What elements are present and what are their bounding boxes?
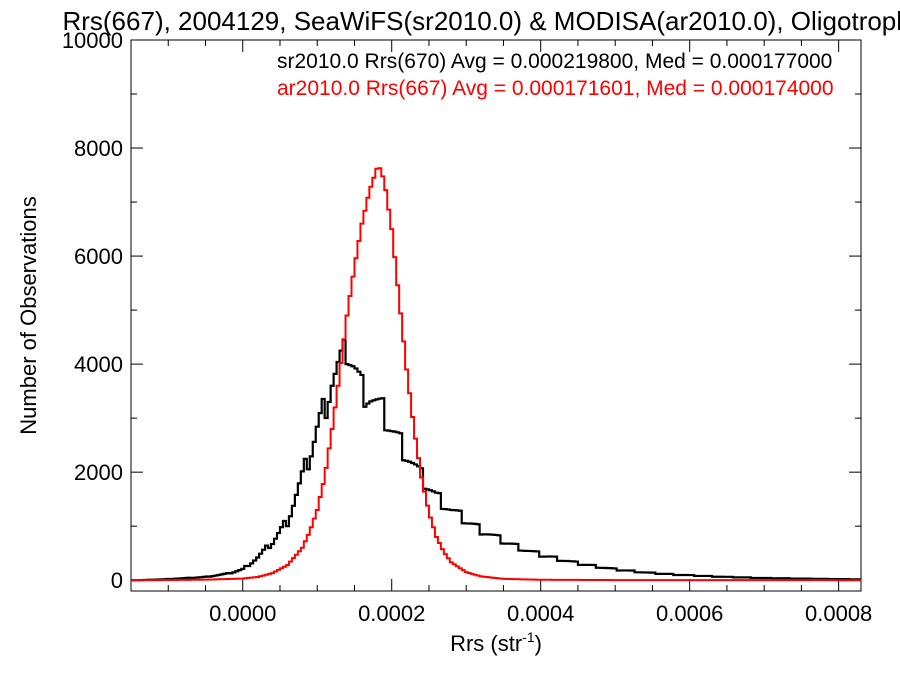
legend-entry-ar2010: ar2010.0 Rrs(667) Avg = 0.000171601, Med… bbox=[277, 77, 834, 100]
x-axis-title: Rrs (str-1) bbox=[450, 629, 542, 656]
y-axis-ticks: 0 2000 4000 6000 8000 10000 bbox=[62, 28, 861, 593]
x-axis-title-tail: ) bbox=[535, 631, 542, 656]
y-tick-label: 8000 bbox=[74, 136, 123, 161]
y-tick-label: 0 bbox=[111, 568, 123, 593]
histogram-series-ar2010 bbox=[131, 167, 861, 582]
x-axis-title-superscript: -1 bbox=[522, 629, 535, 645]
x-axis-title-main: Rrs (str bbox=[450, 631, 522, 656]
y-axis-title: Number of Observations bbox=[16, 196, 41, 434]
x-tick-label: 0.0002 bbox=[358, 601, 425, 626]
x-tick-label: 0.0008 bbox=[805, 601, 872, 626]
y-tick-label: 10000 bbox=[62, 28, 123, 53]
y-tick-label: 4000 bbox=[74, 352, 123, 377]
series-layer bbox=[131, 167, 861, 582]
y-tick-label: 6000 bbox=[74, 244, 123, 269]
chart-title: Rrs(667), 2004129, SeaWiFS(sr2010.0) & M… bbox=[62, 6, 900, 36]
plot-frame bbox=[130, 39, 862, 592]
legend-entry-sr2010: sr2010.0 Rrs(670) Avg = 0.000219800, Med… bbox=[277, 50, 832, 73]
x-axis-ticks: 0.0000 0.0002 0.0004 0.0006 0.0008 bbox=[130, 40, 872, 626]
x-tick-label: 0.0004 bbox=[507, 601, 574, 626]
x-tick-label: 0.0000 bbox=[209, 601, 276, 626]
x-tick-label: 0.0006 bbox=[656, 601, 723, 626]
legend: sr2010.0 Rrs(670) Avg = 0.000219800, Med… bbox=[277, 50, 834, 100]
y-tick-label: 2000 bbox=[74, 460, 123, 485]
histogram-series-sr2010 bbox=[131, 338, 861, 582]
